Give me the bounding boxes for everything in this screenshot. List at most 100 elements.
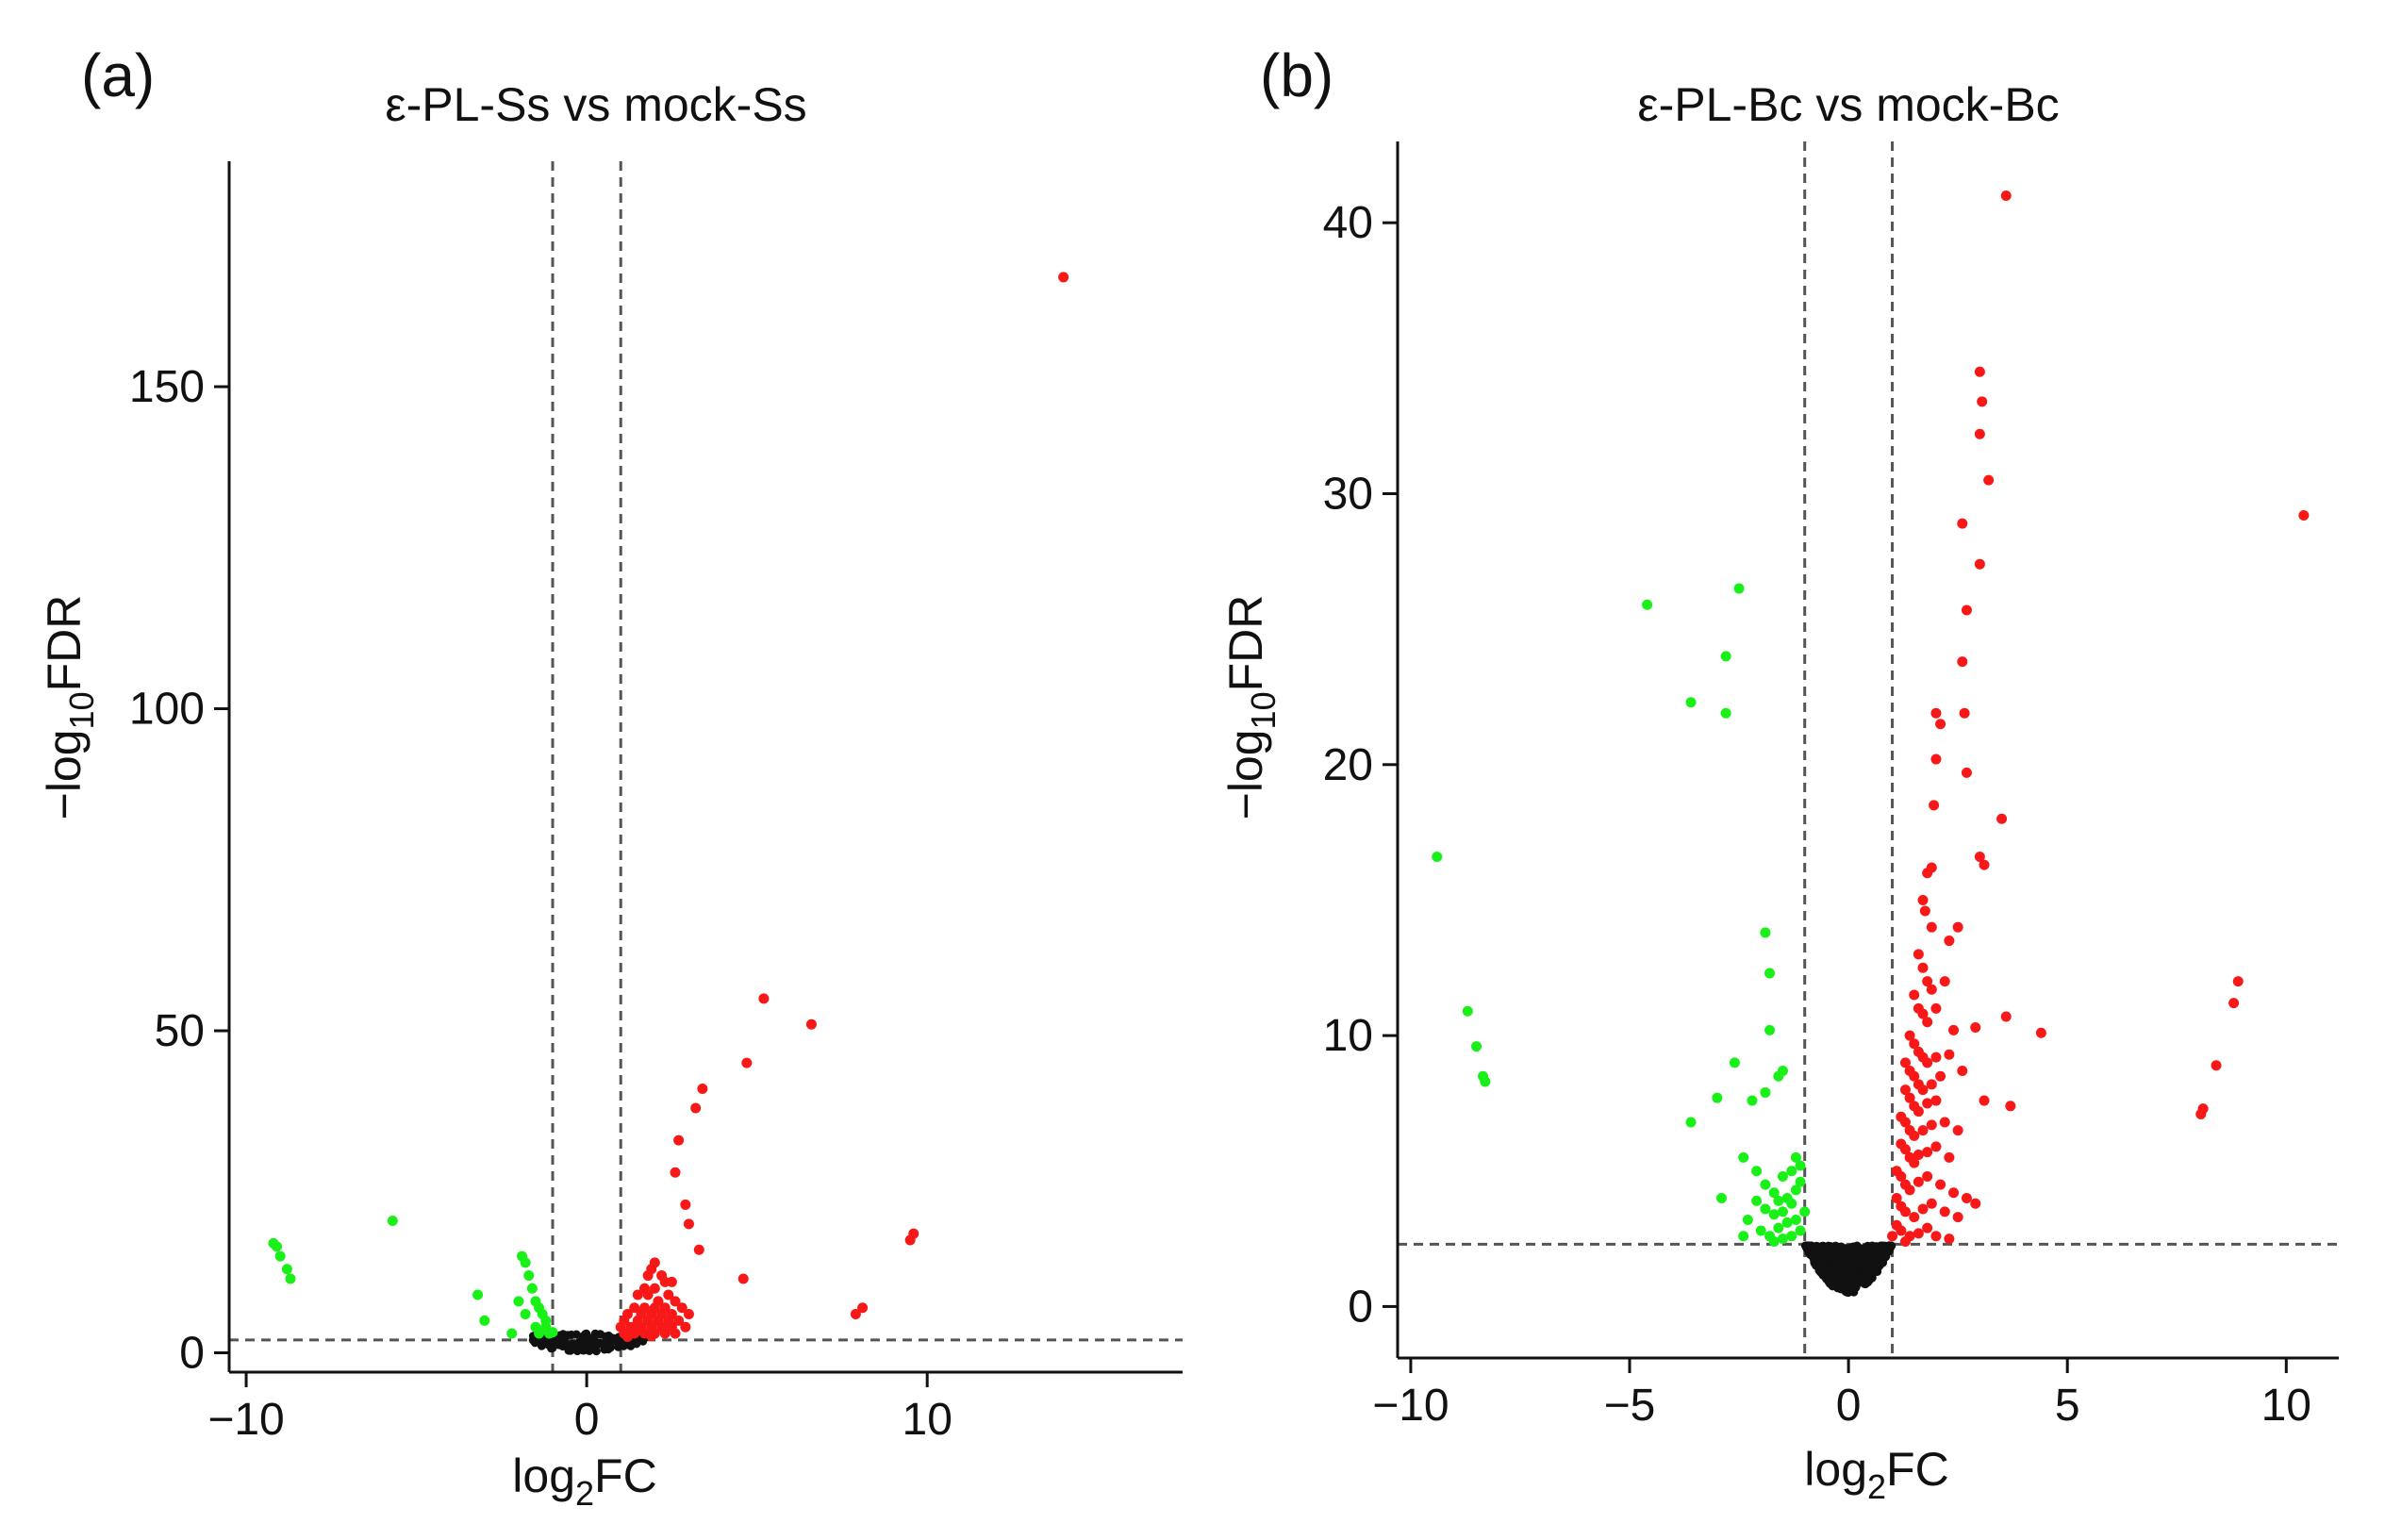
panel-b-point-up: [1899, 1235, 1911, 1247]
panel-b-point-up: [1917, 1125, 1929, 1136]
panel-b-point-up: [1917, 962, 1929, 973]
panel-b-point-down: [1685, 1117, 1697, 1128]
panel-b-point-up: [2000, 190, 2012, 201]
panel-b-point-down: [1795, 1176, 1806, 1187]
panel-b-point-up: [1930, 753, 1942, 765]
panel-b-point-down: [1742, 1214, 1753, 1225]
panel-b-x-ticks: −10 −5 0 5 10: [1372, 1358, 2311, 1431]
panel-b-series-up: [1887, 190, 2310, 1247]
panel-b-point-up: [1948, 1024, 1960, 1035]
panel-b-point-down: [1760, 927, 1771, 938]
panel-a-y-ticks: 0 50 100 150: [129, 362, 229, 1379]
panel-b-point-up: [1952, 921, 1963, 933]
panel-a-point-up: [857, 1302, 869, 1314]
panel-a-x-label-end: FC: [594, 1449, 657, 1502]
panel-b-point-ns: [1828, 1244, 1837, 1253]
panel-b-series-down: [1432, 583, 1811, 1247]
panel-b-point-down: [1685, 697, 1697, 708]
panel-b-point-up: [1979, 859, 1990, 870]
panel-a-point-ns: [566, 1340, 575, 1350]
panel-b-point-up: [1909, 1130, 1920, 1141]
panel-a-nonsignificant-points: [528, 1329, 650, 1356]
panel-a-point-ns: [612, 1337, 621, 1347]
panel-b-point-down: [1773, 1195, 1784, 1206]
panel-a-point-up: [680, 1321, 691, 1333]
panel-a-y-tick-label: 0: [179, 1329, 205, 1379]
panel-b-point-down: [1760, 1086, 1771, 1098]
panel-b-point-ns: [1841, 1256, 1850, 1266]
panel-a-point-down: [526, 1283, 538, 1294]
panel-b-point-down: [1777, 1171, 1788, 1183]
panel-b-point-up: [1996, 813, 2008, 824]
panel-b-point-up: [2000, 1011, 2012, 1022]
panel-a-point-ns: [589, 1342, 599, 1351]
panel-b-point-up: [1930, 1002, 1942, 1014]
panel-a-point-down: [472, 1289, 484, 1300]
panel-b-point-down: [1715, 1192, 1727, 1203]
panel-a-point-up: [649, 1283, 660, 1294]
panel-b-point-up: [1922, 1098, 1933, 1109]
panel-a-point-up: [758, 993, 770, 1004]
panel-a-point-up: [642, 1270, 654, 1282]
panel-b-point-ns: [1875, 1256, 1884, 1266]
panel-b-point-down: [1764, 1024, 1776, 1035]
panel-a-point-up: [659, 1328, 671, 1339]
panel-b-point-up: [1891, 1192, 1902, 1203]
panel-a-point-ns: [582, 1329, 591, 1338]
panel-b-y-tick-label: 20: [1323, 740, 1373, 790]
panel-b-point-down: [1790, 1184, 1801, 1196]
panel-a-x-tick-label: 10: [903, 1395, 952, 1445]
panel-a-point-down: [520, 1309, 531, 1320]
panel-b-point-up: [1961, 767, 1972, 778]
panel-b-point-ns: [1864, 1253, 1874, 1263]
panel-b-point-up: [1913, 949, 1924, 960]
panel-a-y-tick-label: 50: [155, 1006, 205, 1056]
panel-b-point-ns: [1820, 1242, 1830, 1251]
panel-b-y-tick-label: 0: [1348, 1282, 1373, 1332]
panel-a-point-up: [683, 1309, 694, 1320]
panel-b-label: (b): [1260, 41, 1333, 109]
panel-b-point-down: [1768, 1235, 1780, 1247]
panel-b-point-ns: [1832, 1255, 1842, 1265]
panel-a-point-up: [676, 1302, 687, 1314]
panel-b-point-down: [1462, 1005, 1473, 1017]
panel-a-point-up: [670, 1296, 681, 1307]
panel-b-point-ns: [1834, 1273, 1844, 1283]
panel-b-point-up: [1913, 1150, 1924, 1161]
panel-b-point-down: [1764, 968, 1776, 979]
panel-b-point-up: [1974, 428, 1985, 439]
panel-a-series-down: [268, 1216, 558, 1339]
panel-a-x-tick-label: 0: [574, 1395, 600, 1445]
panel-b-point-up: [1939, 1117, 1950, 1128]
panel-b-point-down: [1786, 1231, 1797, 1242]
panel-b-point-up: [1930, 1141, 1942, 1152]
panel-b-point-up: [1974, 558, 1985, 570]
panel-b-point-up: [1935, 1070, 1946, 1082]
panel-b-point-ns: [1836, 1242, 1846, 1251]
panel-b-point-down: [1432, 851, 1443, 862]
panel-b-point-up: [1899, 1085, 1911, 1096]
panel-b-point-up: [2232, 976, 2244, 987]
panel-a-point-down: [479, 1315, 490, 1326]
panel-a-point-up: [690, 1102, 702, 1114]
panel-a-point-ns: [571, 1330, 581, 1339]
panel-b-point-up: [1917, 1008, 1929, 1019]
panel-b-point-ns: [1882, 1248, 1892, 1257]
panel-b-point-up: [1899, 1117, 1911, 1128]
panel-a-x-label-main: log: [512, 1449, 575, 1502]
panel-b-y-label-main: −log: [1219, 729, 1272, 820]
panel-b-point-up: [2298, 509, 2310, 521]
panel-a-point-down: [281, 1264, 292, 1275]
panel-a-y-axis-label: −log10FDR: [38, 595, 101, 820]
panel-b-x-label-sub: 2: [1867, 1467, 1886, 1506]
panel-b-point-down: [1720, 651, 1731, 662]
panel-a-point-down: [523, 1270, 535, 1282]
panel-b-title: ε-PL-Bc vs mock-Bc: [1637, 78, 2059, 131]
panel-a-point-up: [673, 1134, 685, 1146]
panel-b-point-ns: [1804, 1241, 1814, 1250]
panel-b-x-label-end: FC: [1886, 1443, 1949, 1496]
panel-b-point-down: [1760, 1179, 1771, 1190]
panel-b-point-up: [1939, 1206, 1950, 1217]
panel-b-point-up: [1922, 1057, 1933, 1068]
